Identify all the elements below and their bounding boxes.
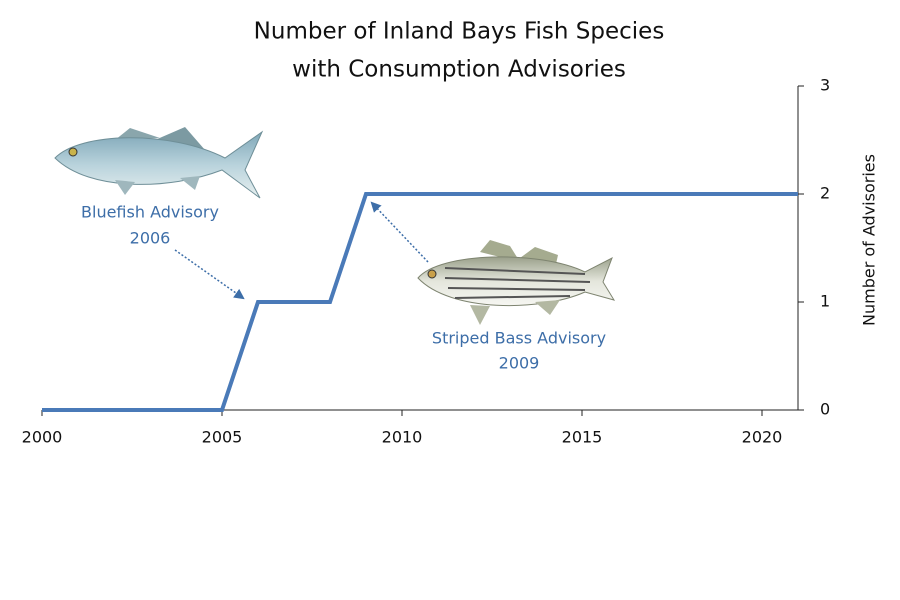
y-tick-label: 2 [820,184,830,203]
striped-bass-illustration [417,240,616,325]
x-tick-label: 2015 [562,428,603,447]
annotation: Striped Bass Advisory [432,329,606,348]
chart-title: Number of Inland Bays Fish Species [254,19,665,45]
annotation-arrow [174,249,245,300]
x-tick-label: 2005 [202,428,243,447]
x-tick-label: 2000 [22,428,63,447]
line [42,192,798,412]
annotation: 2009 [499,354,540,373]
y-tick-label: 0 [820,400,830,419]
bluefish-illustration [54,127,264,199]
chart-title: with Consumption Advisories [292,57,626,83]
y-tick-label: 3 [820,76,830,95]
annotation: 2006 [130,229,171,248]
annotation-arrow [370,201,429,263]
x-tick-label: 2010 [382,428,423,447]
x-tick-label: 2020 [742,428,783,447]
annotation: Bluefish Advisory [81,203,219,222]
y-tick-label: 1 [820,292,830,311]
y-axis-label: Number of Advisories [860,154,879,326]
